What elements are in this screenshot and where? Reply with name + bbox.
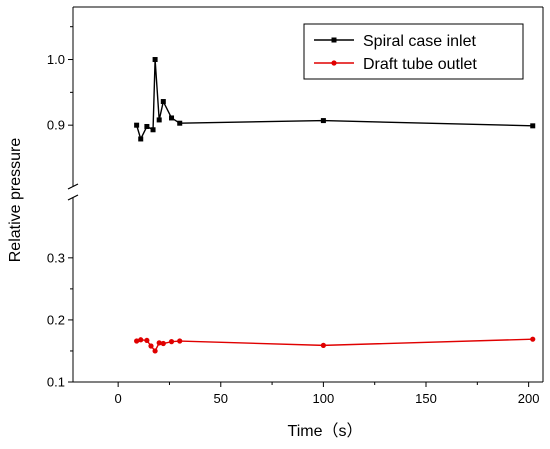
legend-label: Spiral case inlet <box>363 33 477 50</box>
axis-break-mark <box>67 194 79 201</box>
legend-marker <box>331 37 337 43</box>
legend-entry: Draft tube outlet <box>314 56 477 73</box>
data-point <box>148 343 154 349</box>
data-point <box>156 340 162 346</box>
y-axis-label: Relative pressure <box>7 138 24 263</box>
data-point <box>320 342 326 348</box>
data-point <box>530 336 536 342</box>
y-tick-label: 1.0 <box>47 52 65 67</box>
series-1 <box>134 57 536 142</box>
legend-box <box>303 23 524 80</box>
data-point <box>168 339 175 345</box>
series-line <box>136 338 533 353</box>
data-point <box>134 122 140 128</box>
x-tick-label: 150 <box>415 391 437 406</box>
legend-label: Draft tube outlet <box>363 56 477 73</box>
data-point <box>177 338 183 344</box>
data-point <box>156 117 162 123</box>
legend-marker <box>331 60 337 66</box>
series-2 <box>134 336 536 354</box>
data-point <box>152 57 158 63</box>
x-tick-label: 50 <box>214 391 228 406</box>
x-tick-label: 200 <box>518 391 540 406</box>
x-tick-label: 100 <box>313 391 335 406</box>
data-point <box>152 348 158 354</box>
x-axis-label: Time（s） <box>288 422 363 440</box>
axis-break-mark <box>67 183 79 190</box>
data-point <box>160 99 166 105</box>
data-point <box>138 337 144 343</box>
data-point <box>138 136 144 142</box>
data-point <box>530 123 536 129</box>
y-tick-label: 0.3 <box>47 250 65 265</box>
data-point <box>144 337 150 344</box>
y-tick-label: 0.1 <box>47 375 65 390</box>
data-point <box>160 340 166 347</box>
data-point <box>320 118 326 124</box>
data-point <box>134 338 140 344</box>
y-tick-label: 0.9 <box>47 118 65 133</box>
data-point <box>169 115 175 121</box>
data-point <box>144 123 150 129</box>
x-tick-label: 0 <box>115 391 122 406</box>
legend-entry: Spiral case inlet <box>314 33 477 50</box>
data-point <box>150 127 156 133</box>
y-tick-label: 0.2 <box>47 312 65 327</box>
data-point <box>177 120 183 126</box>
